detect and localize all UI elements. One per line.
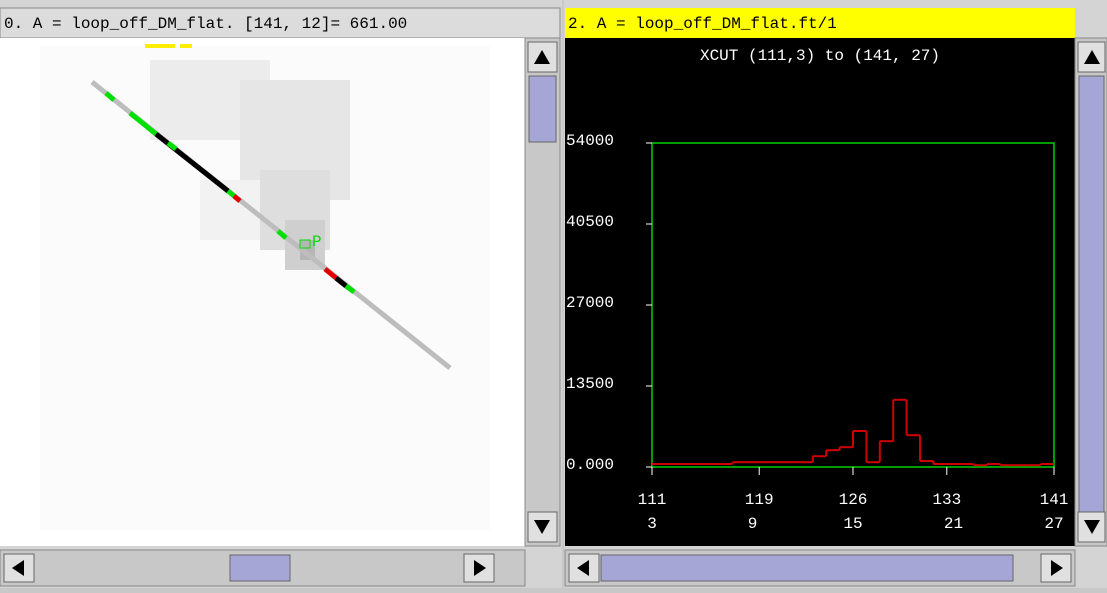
x-tick-label: 133 <box>932 491 961 509</box>
left-title: 0. A = loop_off_DM_flat. [141, 12]= 661.… <box>4 15 407 33</box>
y-tick-label: 54000 <box>566 132 614 150</box>
right-title: 2. A = loop_off_DM_flat.ft/1 <box>568 15 837 33</box>
marker <box>145 44 175 48</box>
marker <box>180 44 192 48</box>
x2-tick-label: 3 <box>647 515 657 533</box>
scroll-thumb[interactable] <box>230 555 290 581</box>
y-tick-label: 40500 <box>566 213 614 231</box>
scroll-thumb[interactable] <box>601 555 1013 581</box>
y-tick-label: 0.000 <box>566 456 614 474</box>
screen: 0. A = loop_off_DM_flat. [141, 12]= 661.… <box>0 0 1107 588</box>
scroll-thumb[interactable] <box>529 76 556 142</box>
y-tick-label: 27000 <box>566 294 614 312</box>
chart-title: XCUT (111,3) to (141, 27) <box>700 47 940 65</box>
x-tick-label: 141 <box>1040 491 1069 509</box>
marker-label: P <box>312 233 322 251</box>
x2-tick-label: 27 <box>1044 515 1063 533</box>
x2-tick-label: 15 <box>843 515 862 533</box>
plot-area <box>565 38 1075 546</box>
x-tick-label: 119 <box>745 491 774 509</box>
x-tick-label: 111 <box>638 491 667 509</box>
x2-tick-label: 9 <box>748 515 758 533</box>
scroll-thumb[interactable] <box>1079 76 1104 516</box>
x-tick-label: 126 <box>839 491 868 509</box>
y-tick-label: 13500 <box>566 375 614 393</box>
x2-tick-label: 21 <box>944 515 963 533</box>
